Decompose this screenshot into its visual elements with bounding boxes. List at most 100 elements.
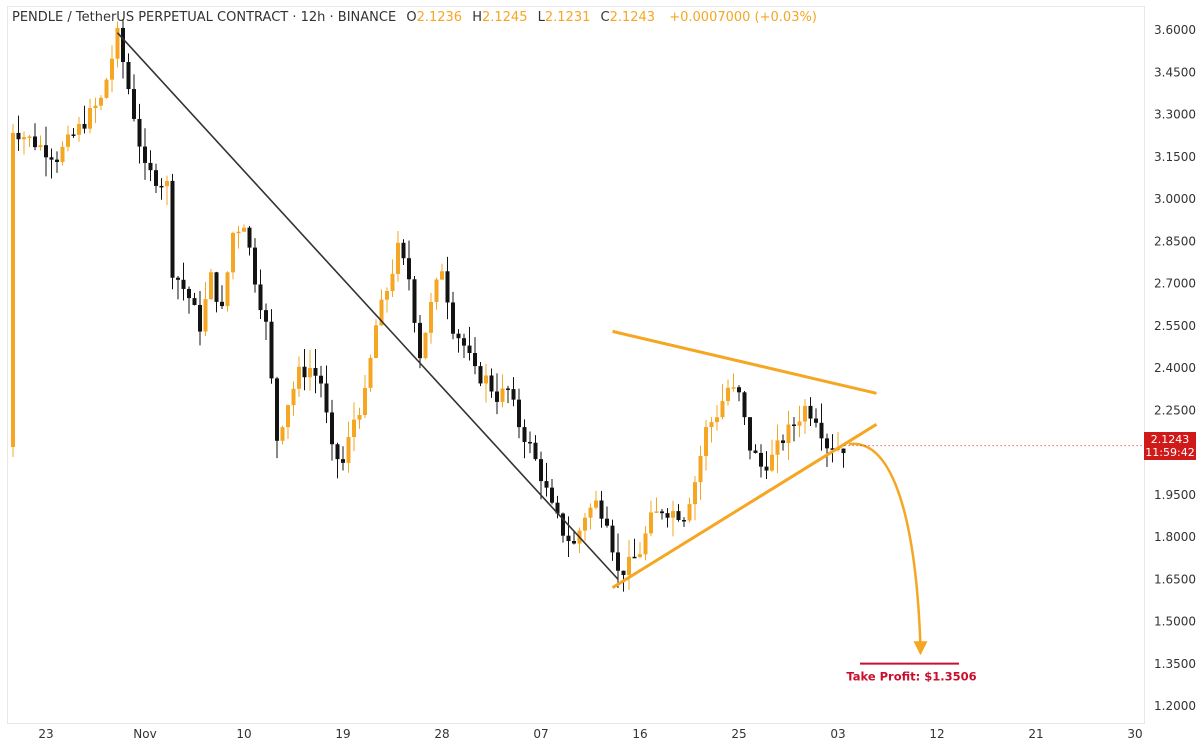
candle-body [555,502,560,514]
bear-candle [676,504,681,522]
candle-body [82,123,87,129]
candle-body [275,378,279,441]
bull-candle [770,439,774,473]
candle-body [704,427,708,456]
bull-candle [638,542,642,559]
bear-candle [478,361,483,387]
candle-body [313,368,318,376]
bull-candle [649,500,653,537]
candle-body [291,388,296,406]
bear-candle [737,385,741,402]
bull-candle [11,124,15,458]
bull-candle [583,512,587,541]
take-profit-label: Take Profit: $1.3506 [846,670,976,684]
candle-body [27,136,32,138]
candle-body [143,146,147,163]
price-tick-label: 3.6000 [1154,23,1196,37]
candle-body [627,556,631,576]
bear-candle [220,285,224,309]
bull-candle [434,277,439,310]
bull-candle [99,95,103,111]
candle-body [231,232,235,273]
bull-candle [77,117,81,142]
bull-candle [236,225,241,249]
bear-candle [82,105,87,134]
time-tick-label: 10 [236,727,251,741]
bear-candle [264,303,268,341]
bear-candle [753,444,758,454]
candle-body [825,438,829,449]
candle-body [445,271,450,303]
bull-candle [627,540,631,590]
candle-body [814,418,818,423]
bear-candle [495,373,499,415]
candle-body [148,162,153,171]
candle-body [297,366,301,389]
candle-body [660,511,664,514]
bull-candle [594,490,598,510]
price-tick-label: 1.9500 [1154,488,1196,502]
candle-body [236,231,241,234]
candle-body [396,242,400,274]
drawings-layer: Take Profit: $1.3506 [116,32,1144,684]
bull-candle [280,425,285,445]
candle-body [478,366,483,384]
time-tick-label: Nov [133,727,156,741]
bear-candle [55,151,59,173]
candle-body [561,513,565,536]
candle-body [643,533,648,555]
projection-arrow [848,442,922,648]
candle-body [764,466,769,471]
candle-body [60,146,65,163]
candle-body [38,145,43,148]
candle-body [638,554,642,557]
candle-body [203,299,208,332]
candle-body [599,500,604,519]
bull-candle [209,268,213,300]
bear-candle [198,291,202,346]
candle-body [671,511,675,518]
bear-candle [610,519,615,561]
candle-body [759,452,763,467]
bear-candle [792,416,796,442]
bull-candle [671,500,675,537]
bull-candle [165,175,169,206]
candle-body [748,417,752,451]
symbol-title: PENDLE / TetherUS PERPETUAL CONTRACT · 1… [12,10,397,25]
candle-body [792,424,796,427]
time-tick-label: 23 [38,727,53,741]
time-tick-label: 21 [1028,727,1043,741]
candle-body [132,89,136,119]
bear-candle [599,490,604,528]
candle-body [121,27,125,62]
bull-candle [308,350,312,391]
candle-body [423,332,428,359]
candle-body [110,58,114,80]
high-label: H [472,10,482,25]
candle-body [550,487,554,503]
bull-candle [297,356,301,398]
chart-frame [7,6,1145,724]
bear-candle [517,388,521,439]
candle-body [11,132,15,448]
bear-candle [181,262,186,301]
price-tick-label: 2.2500 [1154,403,1196,417]
bull-candle [693,475,697,521]
bull-candle [93,97,98,123]
candle-body [341,459,345,463]
candle-body [676,511,681,520]
candle-body [572,540,576,544]
candle-body [500,388,505,402]
candle-body [214,272,219,302]
price-tick-label: 1.3500 [1154,657,1196,671]
candle-body [66,134,70,147]
bear-candle [170,173,175,290]
candle-body [737,387,741,393]
bull-candle [704,420,708,471]
candle-body [335,444,340,460]
candle-body [187,288,191,299]
candle-body [352,419,356,437]
bull-candle [687,497,692,523]
bull-candle [698,445,703,500]
